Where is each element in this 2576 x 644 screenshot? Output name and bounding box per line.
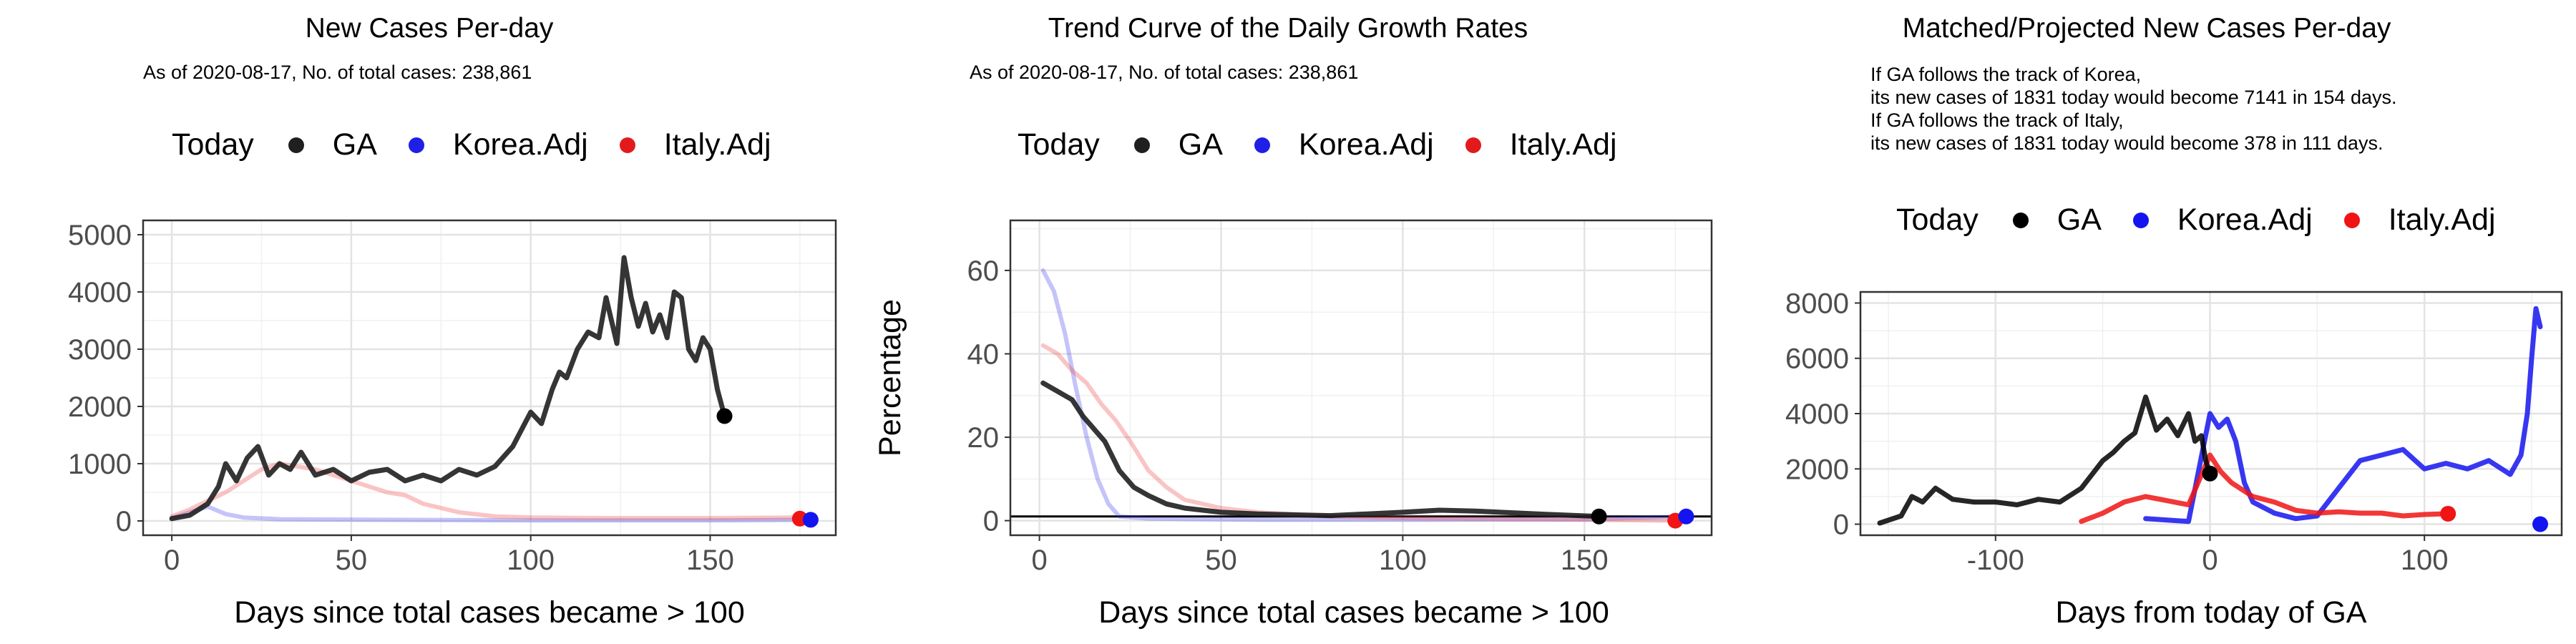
y-tick-label: 0	[983, 506, 999, 537]
chart-title: New Cases Per-day	[305, 13, 554, 44]
x-tick-label: 150	[1561, 545, 1609, 576]
legend-dot-italy	[2343, 212, 2360, 228]
legend-title: Today	[172, 127, 254, 162]
legend-item-ga: GA	[288, 127, 377, 162]
x-tick-label: 100	[1379, 545, 1427, 576]
y-tick-label: 40	[967, 338, 1000, 370]
legend-label-ga: GA	[1178, 127, 1223, 162]
legend-label-italy: Italy.Adj	[1509, 127, 1617, 162]
annotation-line: If GA follows the track of Italy,	[1870, 109, 2124, 131]
series-line-italy-adj	[2079, 452, 2451, 525]
panel-projected-cases: Matched/Projected New Cases Per-day If G…	[1717, 0, 2576, 644]
today-point-korea-adj	[2532, 516, 2549, 532]
x-tick-label: 0	[164, 545, 180, 576]
panel-growth-rates: Trend Curve of the Daily Growth Rates As…	[859, 0, 1717, 644]
legend-label-italy: Italy.Adj	[2388, 203, 2496, 237]
series-line-ga	[1040, 380, 1602, 519]
legend-item-korea: Korea.Adj	[2132, 203, 2313, 238]
y-tick-label: 4000	[1785, 399, 1849, 430]
x-tick-label: 50	[336, 545, 368, 576]
legend: Today GA Korea.Adj Italy.Adj	[1018, 127, 1649, 162]
y-tick-label: 1000	[68, 449, 132, 480]
legend-dot-korea	[2132, 212, 2149, 228]
x-tick-label: 50	[1205, 545, 1237, 576]
annotation-line: its new cases of 1831 today would become…	[1870, 132, 2384, 154]
today-point-korea-adj	[1678, 508, 1694, 525]
today-point-ga	[2202, 465, 2218, 482]
today-point-ga	[716, 408, 733, 424]
legend-label-korea: Korea.Adj	[1298, 127, 1434, 162]
legend-dot-ga	[288, 137, 304, 153]
chart-title: Matched/Projected New Cases Per-day	[1902, 13, 2391, 44]
legend-dot-korea	[408, 137, 424, 153]
legend-dot-italy	[619, 137, 635, 153]
series-line-korea-adj	[2143, 306, 2543, 525]
series-line-korea-adj	[1040, 268, 1689, 522]
y-tick-label: 2000	[68, 391, 132, 423]
x-tick-label: 0	[2202, 545, 2218, 576]
plot-border	[1009, 219, 1713, 537]
legend-item-ga: GA	[2012, 203, 2102, 238]
today-point-italy-adj	[2440, 505, 2457, 522]
y-tick-label: 0	[1833, 509, 1849, 541]
x-axis-label: Days since total cases became > 100	[1098, 595, 1609, 630]
legend-item-italy: Italy.Adj	[2343, 203, 2496, 238]
legend-item-korea: Korea.Adj	[408, 127, 588, 162]
y-tick-label: 2000	[1785, 454, 1849, 485]
chart-plot: 0 50 100 150 0 20 40 60 Days since total cases b…	[873, 219, 1713, 630]
legend-dot-ga	[2012, 212, 2029, 228]
chart-subtitle: As of 2020-08-17, No. of total cases: 23…	[143, 62, 532, 83]
x-tick-label: 100	[507, 545, 555, 576]
legend-dot-ga	[1133, 137, 1150, 153]
legend-item-italy: Italy.Adj	[1465, 127, 1617, 162]
legend-label-ga: GA	[2057, 203, 2102, 237]
x-tick-label: 100	[2401, 545, 2449, 576]
legend-label-ga: GA	[332, 127, 377, 162]
plot-border	[142, 219, 837, 537]
x-tick-label: -100	[1967, 545, 2024, 576]
legend-item-korea: Korea.Adj	[1254, 127, 1434, 162]
legend: Today GA Korea.Adj Italy.Adj	[172, 127, 803, 162]
chart-annotation: If GA follows the track of Korea, its ne…	[1870, 63, 2396, 155]
series-line-ga	[169, 255, 727, 522]
chart-subtitle: As of 2020-08-17, No. of total cases: 23…	[970, 62, 1359, 83]
y-tick-label: 5000	[68, 220, 132, 251]
y-tick-label: 0	[116, 506, 132, 537]
x-tick-label: 0	[1031, 545, 1047, 576]
y-axis-label: Percentage	[873, 299, 907, 457]
plot-border	[1859, 291, 2563, 537]
x-tick-label: 150	[686, 545, 734, 576]
legend-dot-italy	[1465, 137, 1481, 153]
y-tick-label: 8000	[1785, 288, 1849, 319]
legend-title: Today	[1896, 203, 1979, 237]
today-point-ga	[1591, 508, 1607, 525]
y-tick-label: 3000	[68, 334, 132, 366]
x-axis-label: Days from today of GA	[2056, 595, 2367, 630]
annotation-line: If GA follows the track of Korea,	[1870, 64, 2142, 85]
series-line-ga	[1877, 394, 2212, 526]
legend-label-korea: Korea.Adj	[2177, 203, 2313, 237]
y-tick-label: 4000	[68, 277, 132, 308]
chart-title: Trend Curve of the Daily Growth Rates	[1048, 13, 1528, 44]
series-line-italy-adj	[1040, 343, 1678, 523]
legend: Today GA Korea.Adj Italy.Adj	[1896, 203, 2527, 238]
y-tick-label: 60	[967, 255, 1000, 287]
legend-label-italy: Italy.Adj	[663, 127, 771, 162]
legend-dot-korea	[1254, 137, 1270, 153]
x-axis-label: Days since total cases became > 100	[234, 595, 744, 630]
legend-item-italy: Italy.Adj	[619, 127, 771, 162]
panel-new-cases: New Cases Per-day As of 2020-08-17, No. …	[0, 0, 859, 644]
legend-title: Today	[1018, 127, 1100, 162]
legend-item-ga: GA	[1133, 127, 1223, 162]
chart-plot: 0 50 100 150 0 1000 2000 3000 4000 5000 Days since…	[68, 219, 837, 630]
legend-label-korea: Korea.Adj	[452, 127, 588, 162]
plot-background	[1010, 220, 1712, 535]
annotation-line: its new cases of 1831 today would become…	[1870, 87, 2397, 108]
y-tick-label: 6000	[1785, 343, 1849, 375]
y-tick-label: 20	[967, 422, 1000, 454]
today-point-korea-adj	[802, 512, 819, 528]
